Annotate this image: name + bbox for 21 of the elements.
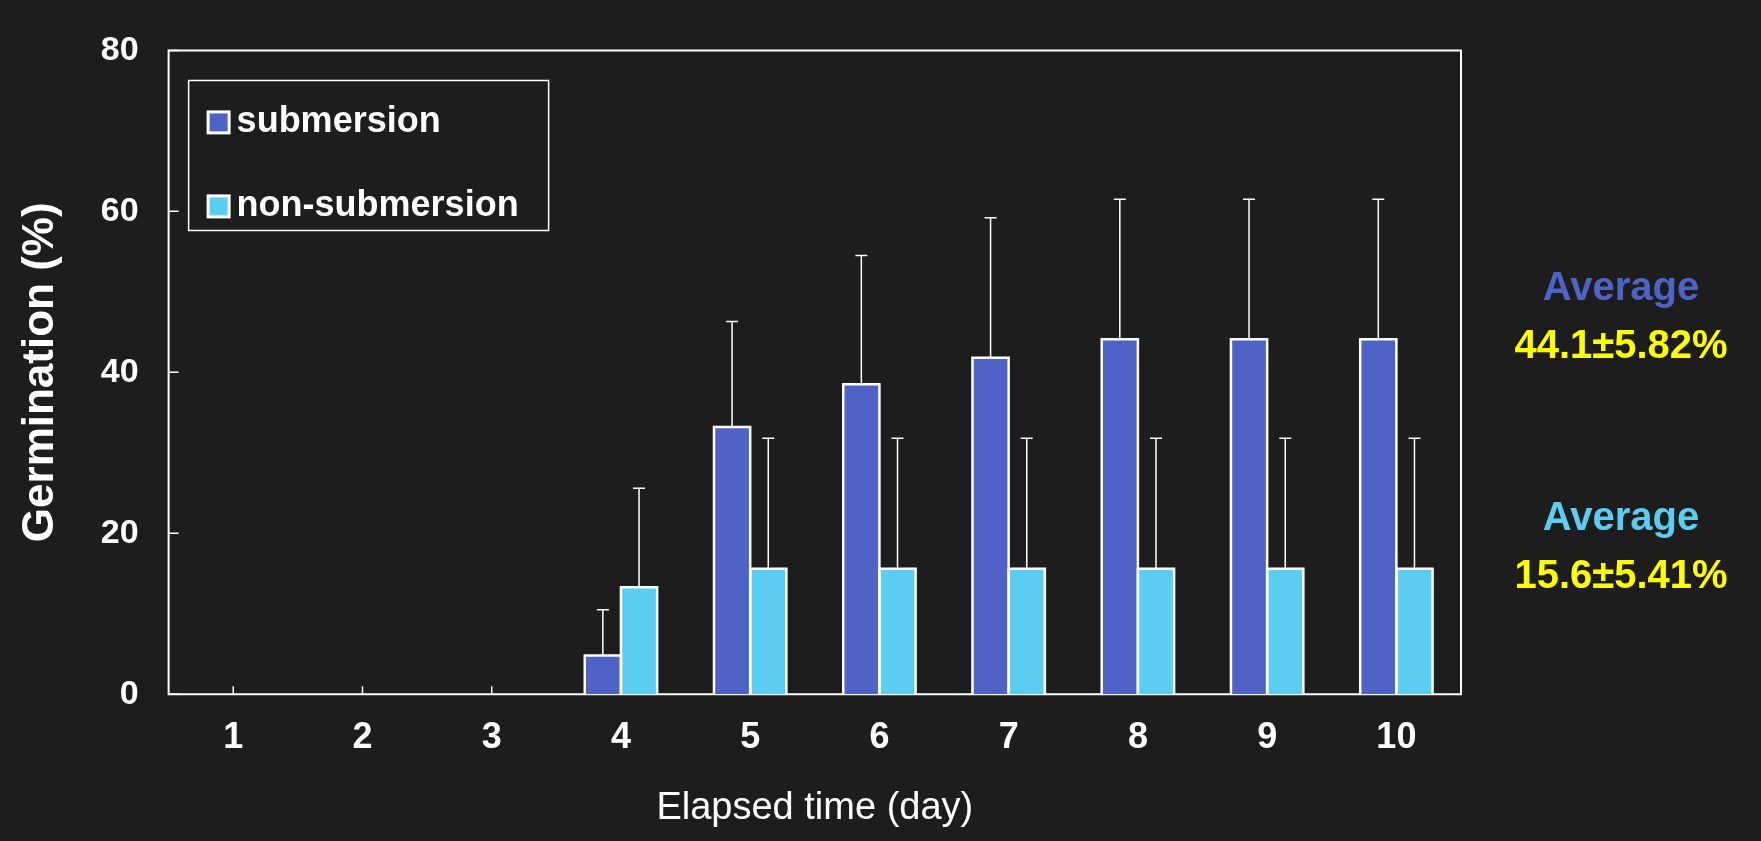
x-tick-label: 9 bbox=[1257, 714, 1278, 756]
text: Average 44.1±5.82% bbox=[1514, 264, 1728, 367]
text: Average 15.6±5.41% bbox=[1514, 493, 1728, 596]
y-axis-title: Germination (%) bbox=[12, 202, 62, 543]
legend-label: non-submersion bbox=[236, 183, 519, 225]
x-axis-title: Elapsed time (day) bbox=[656, 784, 974, 827]
x-tick-label: 6 bbox=[869, 714, 890, 756]
x-tick-label: 2 bbox=[352, 714, 373, 756]
x-tick-label: 8 bbox=[1127, 714, 1148, 756]
y-tick-label: 40 bbox=[100, 350, 139, 389]
x-tick-label: 3 bbox=[481, 714, 502, 756]
x-tick-label: 4 bbox=[610, 714, 631, 756]
legend-label: submersion bbox=[236, 99, 441, 141]
x-tick-label: 7 bbox=[998, 714, 1019, 756]
y-tick-label: 0 bbox=[119, 672, 139, 711]
y-tick-label: 60 bbox=[100, 189, 139, 228]
x-tick-label: 10 bbox=[1376, 714, 1417, 756]
x-tick-label: 1 bbox=[223, 714, 244, 756]
y-tick-label: 80 bbox=[100, 28, 139, 67]
x-tick-label: 5 bbox=[740, 714, 761, 756]
y-tick-label: 20 bbox=[100, 511, 139, 550]
